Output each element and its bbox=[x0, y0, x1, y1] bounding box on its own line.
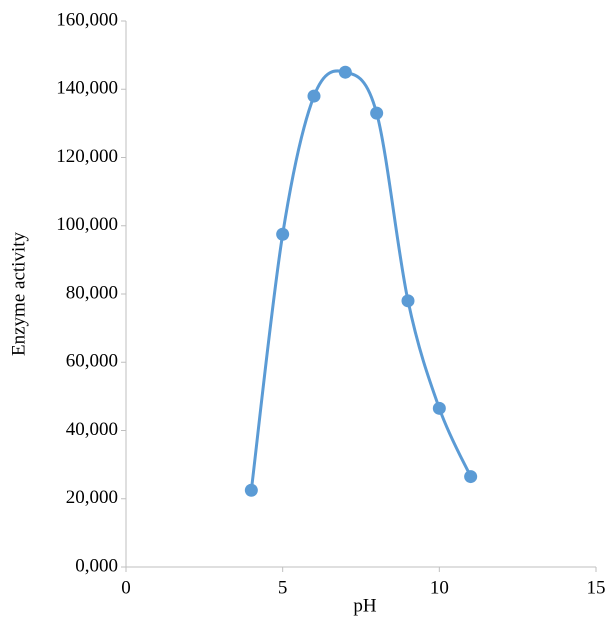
y-tick-label: 0,000 bbox=[75, 555, 118, 576]
x-axis-title: pH bbox=[353, 595, 377, 616]
data-point bbox=[370, 106, 384, 120]
y-axis-title: Enzyme activity bbox=[8, 232, 29, 356]
y-tick-label: 120,000 bbox=[56, 146, 118, 167]
data-point bbox=[276, 227, 290, 241]
y-tick-label: 100,000 bbox=[56, 214, 118, 235]
data-point bbox=[338, 65, 352, 79]
y-tick-label: 40,000 bbox=[66, 419, 118, 440]
x-tick-label: 10 bbox=[430, 577, 449, 598]
data-point bbox=[401, 294, 415, 308]
y-tick-label: 140,000 bbox=[56, 78, 118, 99]
x-tick-label: 5 bbox=[278, 577, 288, 598]
data-point bbox=[432, 401, 446, 415]
data-point bbox=[244, 483, 258, 497]
y-tick-label: 20,000 bbox=[66, 487, 118, 508]
y-tick-label: 160,000 bbox=[56, 9, 118, 30]
data-point bbox=[464, 470, 478, 484]
y-tick-label: 80,000 bbox=[66, 282, 118, 303]
y-tick-label: 60,000 bbox=[66, 351, 118, 372]
data-point bbox=[307, 89, 321, 103]
x-tick-label: 0 bbox=[121, 577, 131, 598]
x-tick-label: 15 bbox=[587, 577, 606, 598]
series-line bbox=[249, 69, 473, 491]
